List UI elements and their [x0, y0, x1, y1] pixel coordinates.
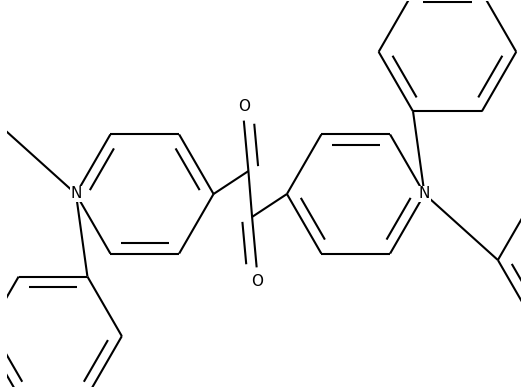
Text: O: O: [251, 274, 262, 289]
Text: N: N: [419, 187, 430, 201]
Text: N: N: [70, 187, 82, 201]
Text: O: O: [238, 99, 250, 114]
